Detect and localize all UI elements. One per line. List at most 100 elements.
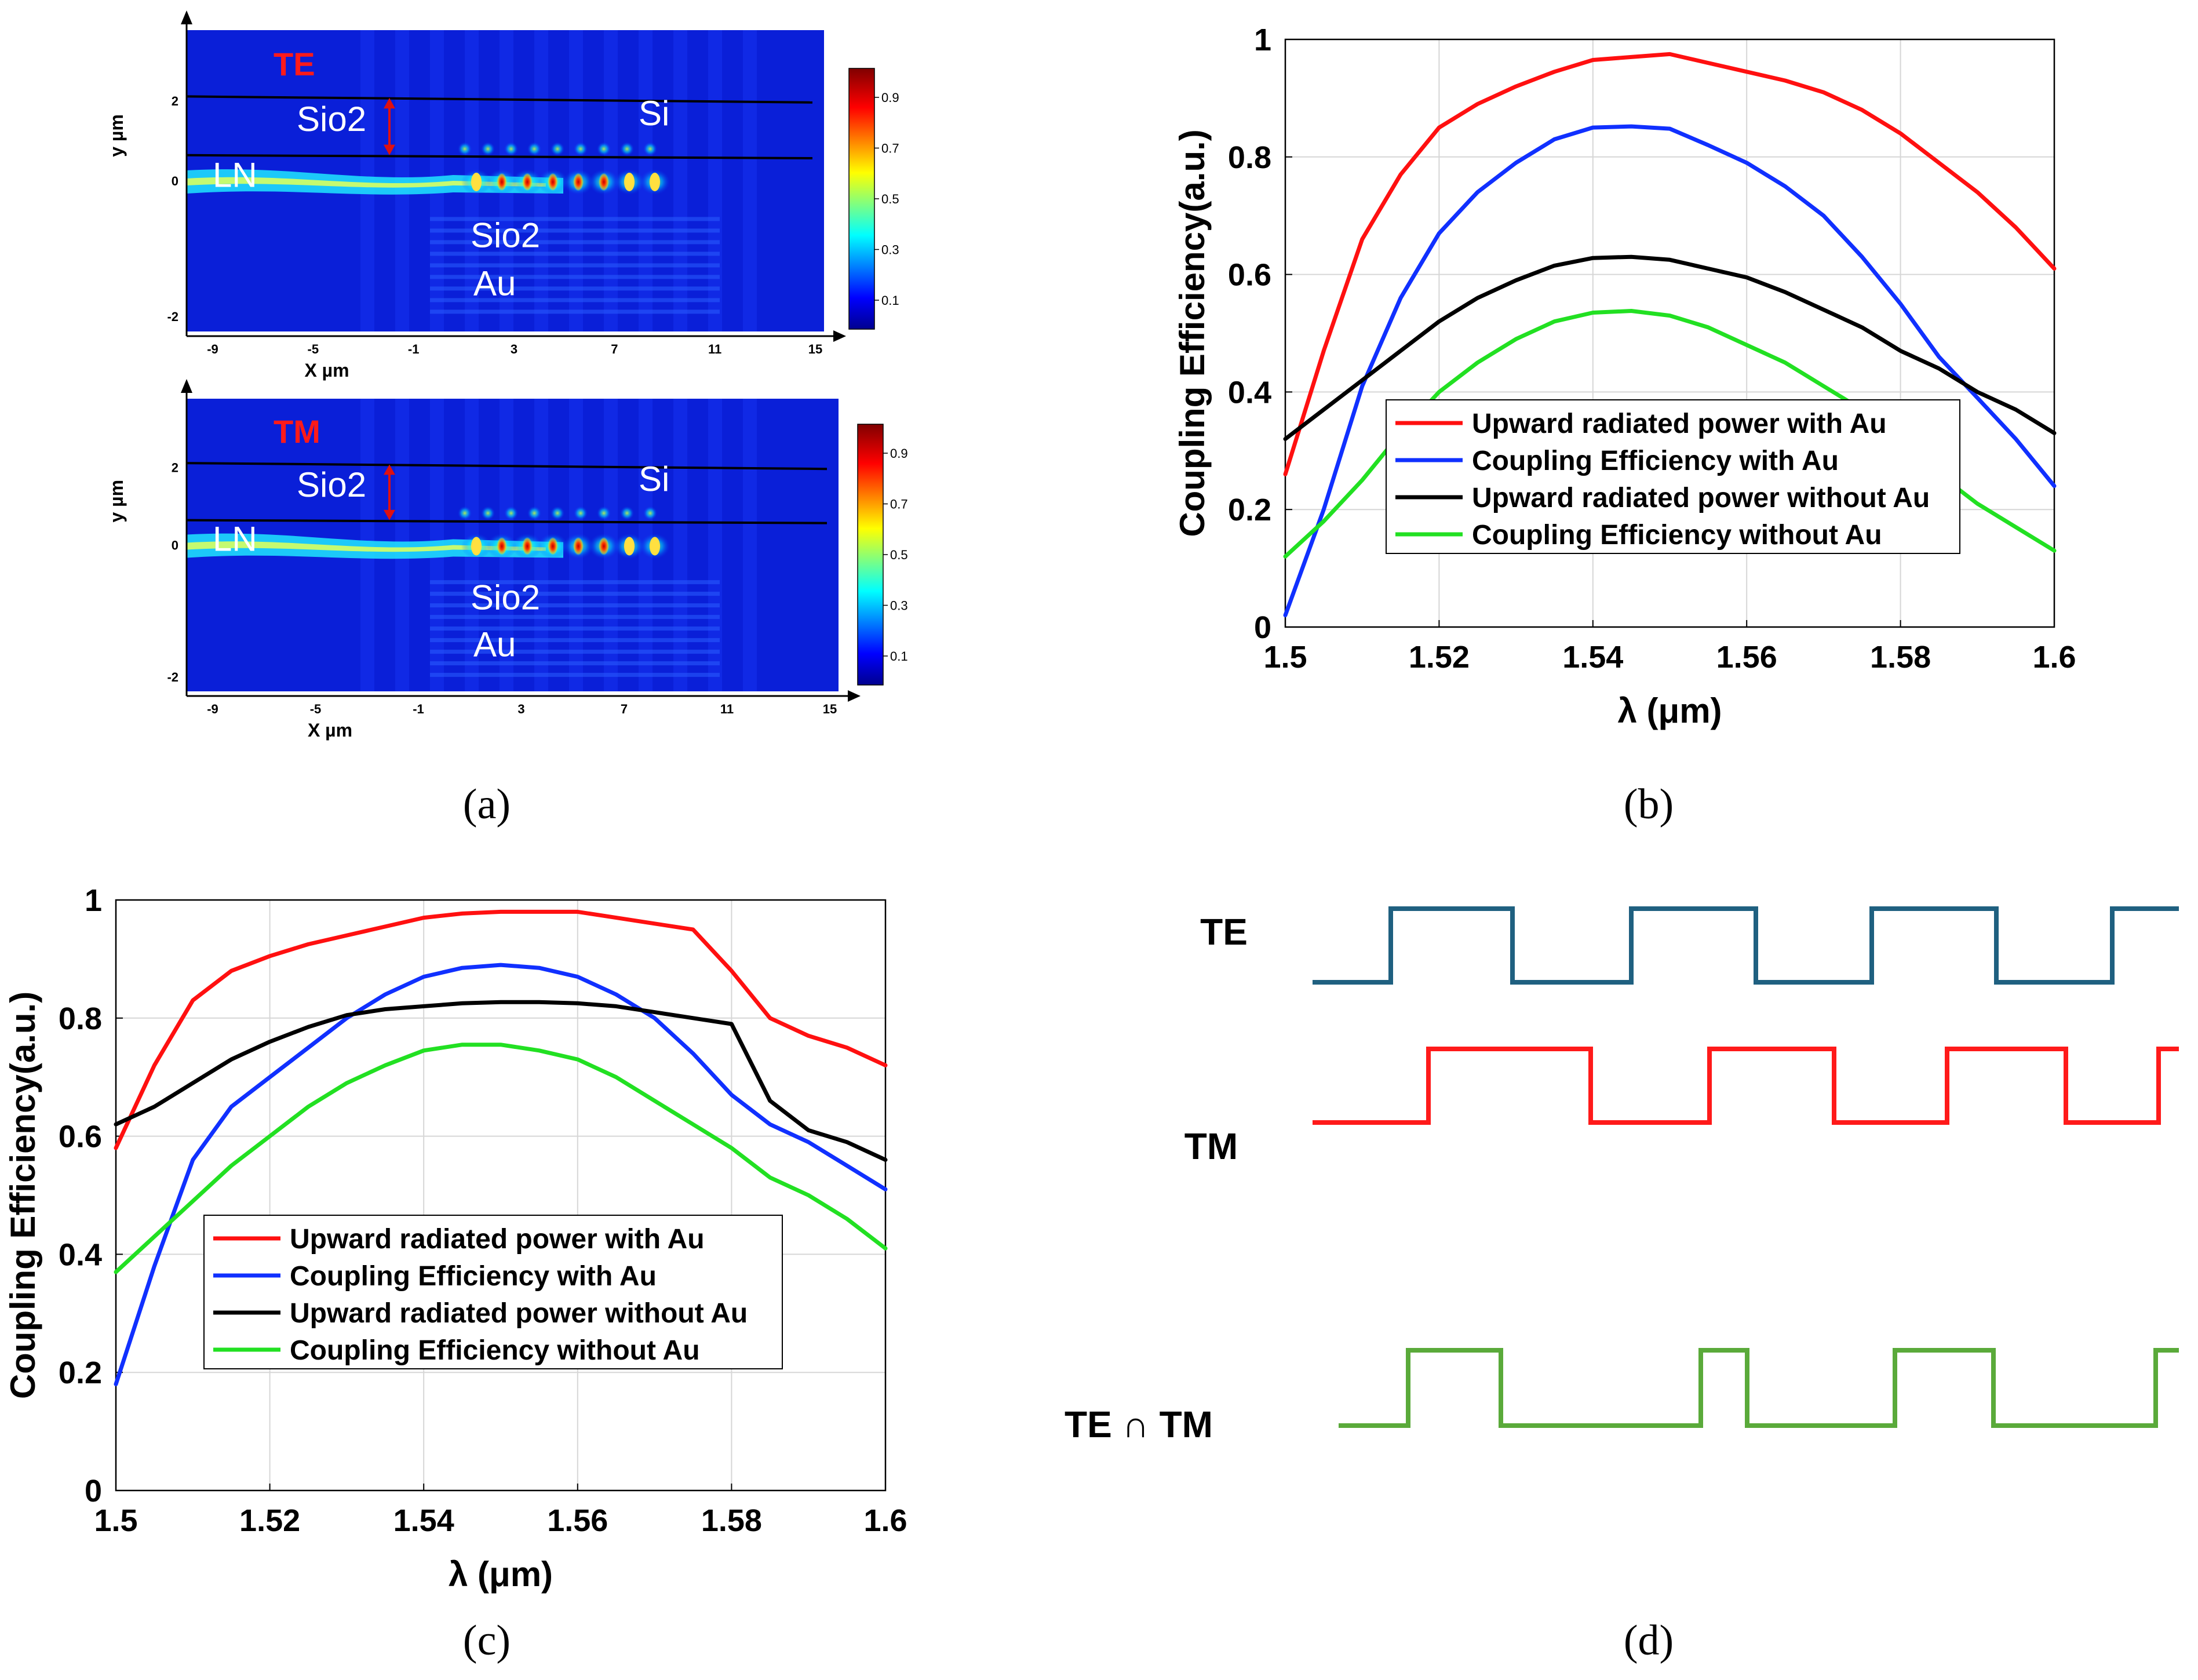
mode-label: TM bbox=[274, 413, 320, 450]
caption-b: (b) bbox=[1624, 781, 1674, 828]
au-reflection-stripe bbox=[430, 673, 720, 677]
y-tick-label: 0.6 bbox=[1228, 258, 1271, 293]
x-tick-label: 1.58 bbox=[701, 1503, 762, 1538]
x-axis-arrow bbox=[848, 690, 861, 702]
x-tick-label: 1.5 bbox=[1263, 640, 1307, 675]
si-lobe bbox=[620, 142, 634, 156]
grating-hotspot bbox=[650, 537, 660, 556]
si-lobe bbox=[597, 142, 611, 156]
legend-label-4: Coupling Efficiency without Au bbox=[290, 1335, 700, 1366]
au-reflection-stripe bbox=[430, 240, 720, 245]
y-tick-label: 0.8 bbox=[1228, 140, 1271, 175]
fringe-band bbox=[708, 399, 722, 691]
grating-hotspot bbox=[471, 537, 482, 556]
fringe-band bbox=[673, 30, 687, 331]
colorbar-tick-label: 0.1 bbox=[890, 649, 908, 664]
x-tick-label: 1.6 bbox=[2032, 640, 2076, 675]
colorbar-tick-label: 0.9 bbox=[890, 446, 908, 461]
y-tick-label: -2 bbox=[167, 309, 178, 324]
y-tick-label: -2 bbox=[167, 670, 178, 684]
waveform-label-3: TE ∩ TM bbox=[1065, 1404, 1213, 1445]
colorbar bbox=[848, 68, 875, 330]
legend-label-4: Coupling Efficiency without Au bbox=[1472, 520, 1882, 551]
si-lobe bbox=[643, 142, 657, 156]
waveform-label-1: TE bbox=[1200, 911, 1248, 953]
colorbar-tick-label: 0.7 bbox=[881, 141, 899, 156]
x-tick-label: 1.52 bbox=[239, 1503, 300, 1538]
x-tick-label: 1.56 bbox=[547, 1503, 608, 1538]
au-reflection-stripe bbox=[430, 217, 720, 221]
legend-box bbox=[203, 1215, 783, 1369]
au-reflection-stripe bbox=[430, 626, 720, 631]
y-tick-label: 0.6 bbox=[59, 1120, 102, 1154]
arrow-head-up bbox=[384, 464, 395, 475]
grating-hotspot bbox=[599, 537, 609, 556]
si-lobe bbox=[527, 142, 541, 156]
arrow-head-down bbox=[384, 509, 395, 520]
x-tick-label: 1.54 bbox=[393, 1503, 454, 1538]
grating-hotspot bbox=[599, 173, 609, 191]
ln-label: LN bbox=[213, 155, 257, 194]
legend-label-3: Upward radiated power without Au bbox=[290, 1298, 748, 1329]
legend-label-2: Coupling Efficiency with Au bbox=[1472, 446, 1839, 476]
sio2-top-boundary bbox=[186, 462, 828, 471]
x-tick-label: 15 bbox=[808, 342, 822, 356]
x-tick-label: 1.5 bbox=[94, 1503, 137, 1538]
y-tick-label: 1 bbox=[1254, 23, 1271, 57]
y-axis-arrow bbox=[181, 379, 192, 393]
caption-c: (c) bbox=[463, 1617, 511, 1664]
y-tick-label: 0 bbox=[172, 174, 178, 188]
si-lobe bbox=[458, 506, 472, 520]
y-tick-label: 0.2 bbox=[1228, 493, 1271, 527]
guided-mode-core bbox=[187, 177, 546, 188]
fringe-band bbox=[743, 30, 757, 331]
grating-hotspot bbox=[522, 537, 533, 556]
grating-hotspot bbox=[573, 173, 584, 191]
au-reflection-stripe bbox=[430, 228, 720, 233]
fringe-band bbox=[708, 30, 722, 331]
si-lobe bbox=[551, 142, 564, 156]
x-tick-label: 1.54 bbox=[1562, 640, 1623, 675]
colorbar-tick-label: 0.3 bbox=[890, 599, 908, 613]
au-reflection-stripe bbox=[430, 580, 720, 585]
x-tick-label: 11 bbox=[708, 342, 721, 356]
y-axis-label: Coupling Efficiency(a.u.) bbox=[1173, 129, 1212, 537]
y-tick-label: 0.4 bbox=[1228, 375, 1271, 410]
x-tick-label: 11 bbox=[720, 702, 734, 716]
x-tick-label: -1 bbox=[413, 702, 424, 716]
au-reflection-stripe bbox=[430, 661, 720, 666]
y-axis-arrow bbox=[181, 10, 192, 24]
x-tick-label: 1.6 bbox=[863, 1503, 907, 1538]
plot-area bbox=[115, 899, 886, 1491]
si-lobe bbox=[504, 142, 518, 156]
y-tick-label: 2 bbox=[172, 461, 178, 475]
colorbar-tick-label: 0.9 bbox=[881, 90, 899, 105]
si-label: Si bbox=[639, 460, 669, 498]
ln-si-boundary bbox=[186, 154, 813, 159]
au-reflection-stripe bbox=[430, 309, 720, 314]
plot-frame bbox=[115, 899, 887, 1492]
grating-hotspot bbox=[624, 173, 635, 191]
au-reflection-stripe bbox=[430, 286, 720, 291]
si-lobe bbox=[597, 506, 611, 520]
y-tick-label: 0 bbox=[1254, 610, 1271, 645]
x-tick-label: 3 bbox=[517, 702, 524, 716]
x-tick-label: 7 bbox=[621, 702, 628, 716]
ln-si-boundary bbox=[186, 519, 828, 524]
y-tick-label: 0.8 bbox=[59, 1001, 102, 1036]
au-reflection-stripe bbox=[430, 650, 720, 654]
grating-hotspot bbox=[624, 537, 635, 556]
x-tick-label: 7 bbox=[611, 342, 618, 356]
waveform-1 bbox=[1313, 906, 2179, 985]
x-tick-label: -5 bbox=[310, 702, 322, 716]
grating-hotspot bbox=[548, 173, 558, 191]
au-reflection-stripe bbox=[430, 603, 720, 608]
legend-label-3: Upward radiated power without Au bbox=[1472, 483, 1930, 513]
y-axis-label: y µm bbox=[106, 480, 127, 523]
waveform-2 bbox=[1313, 1047, 2179, 1125]
grating-hotspot bbox=[548, 537, 558, 556]
waveform-label-2: TM bbox=[1184, 1125, 1238, 1167]
series-line-3 bbox=[1283, 254, 2057, 441]
legend-label-1: Upward radiated power with Au bbox=[1472, 409, 1887, 439]
